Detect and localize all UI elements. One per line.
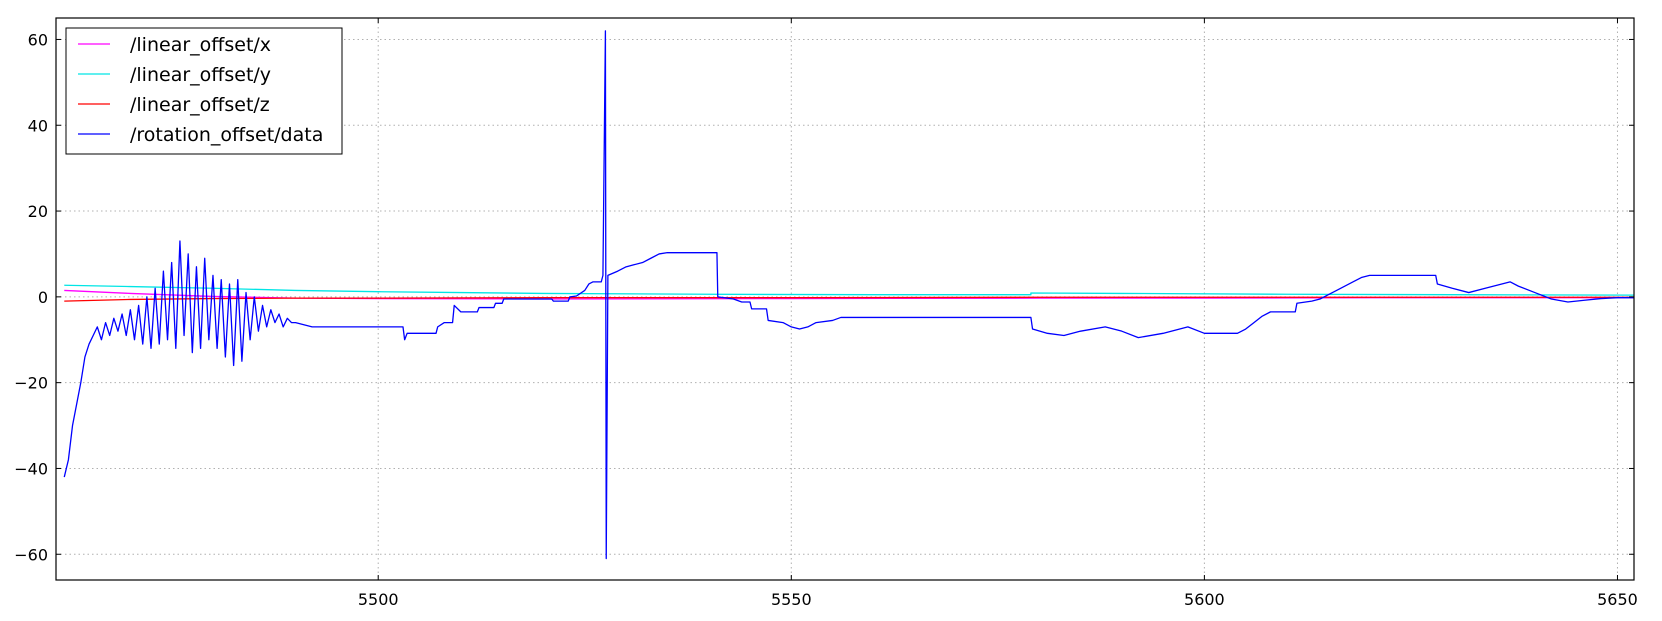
y-tick-label: −40 [14, 459, 48, 478]
series-line-1 [64, 284, 1634, 296]
series-line-3 [63, 30, 1634, 560]
y-tick-label: 40 [28, 116, 48, 135]
y-tick-label: 60 [28, 30, 48, 49]
x-tick-label: 5550 [771, 590, 812, 609]
legend-label: /linear_offset/z [130, 94, 270, 116]
grid [56, 18, 1634, 580]
series-layer [63, 30, 1634, 560]
y-tick-label: 0 [38, 288, 48, 307]
y-tick-label: −20 [14, 374, 48, 393]
axis-ticks: 5500 5550 5600 5650 60 40 20 0 −20 −40 −60 [14, 18, 1638, 609]
legend-label: /rotation_offset/data [130, 124, 323, 146]
series-line-2 [64, 296, 1634, 302]
legend-label: /linear_offset/y [130, 64, 271, 86]
legend: /linear_offset/x/linear_offset/y/linear_… [65, 27, 343, 155]
x-tick-label: 5650 [1597, 590, 1638, 609]
y-tick-label: 20 [28, 202, 48, 221]
legend-label: /linear_offset/x [130, 34, 271, 56]
plot-frame [55, 17, 1635, 581]
x-tick-label: 5600 [1184, 590, 1225, 609]
x-tick-label: 5500 [358, 590, 399, 609]
legend-box [65, 27, 343, 155]
y-tick-label: −60 [14, 545, 48, 564]
